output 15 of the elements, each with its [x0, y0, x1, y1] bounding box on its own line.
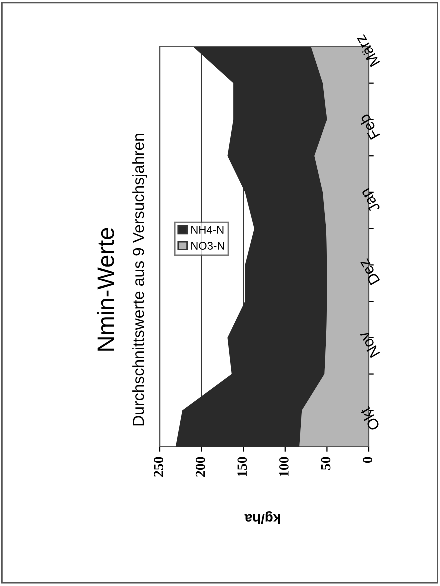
y-tick-label: Jan: [360, 188, 381, 214]
y-tick-label: Feb: [358, 114, 380, 140]
x-tick-label: 100: [280, 457, 289, 476]
x-axis-title: kg/ha: [244, 511, 280, 525]
legend-label: NH4-N: [192, 226, 224, 234]
text: Nmin-Werte: [96, 228, 114, 351]
x-tick-label: 50: [321, 457, 331, 470]
x-tick-label: 250: [154, 457, 164, 477]
x-tick-label: 150: [238, 457, 248, 476]
text: Durchschnittswerte aus 9 Versuchsjahren: [132, 134, 148, 426]
legend-label: NO3-N: [192, 242, 224, 250]
x-tick-label: 0: [363, 457, 372, 464]
y-tick-label: Okt: [359, 406, 381, 432]
x-tick-label: 200: [196, 457, 206, 477]
y-tick-label: Nov: [358, 330, 380, 358]
